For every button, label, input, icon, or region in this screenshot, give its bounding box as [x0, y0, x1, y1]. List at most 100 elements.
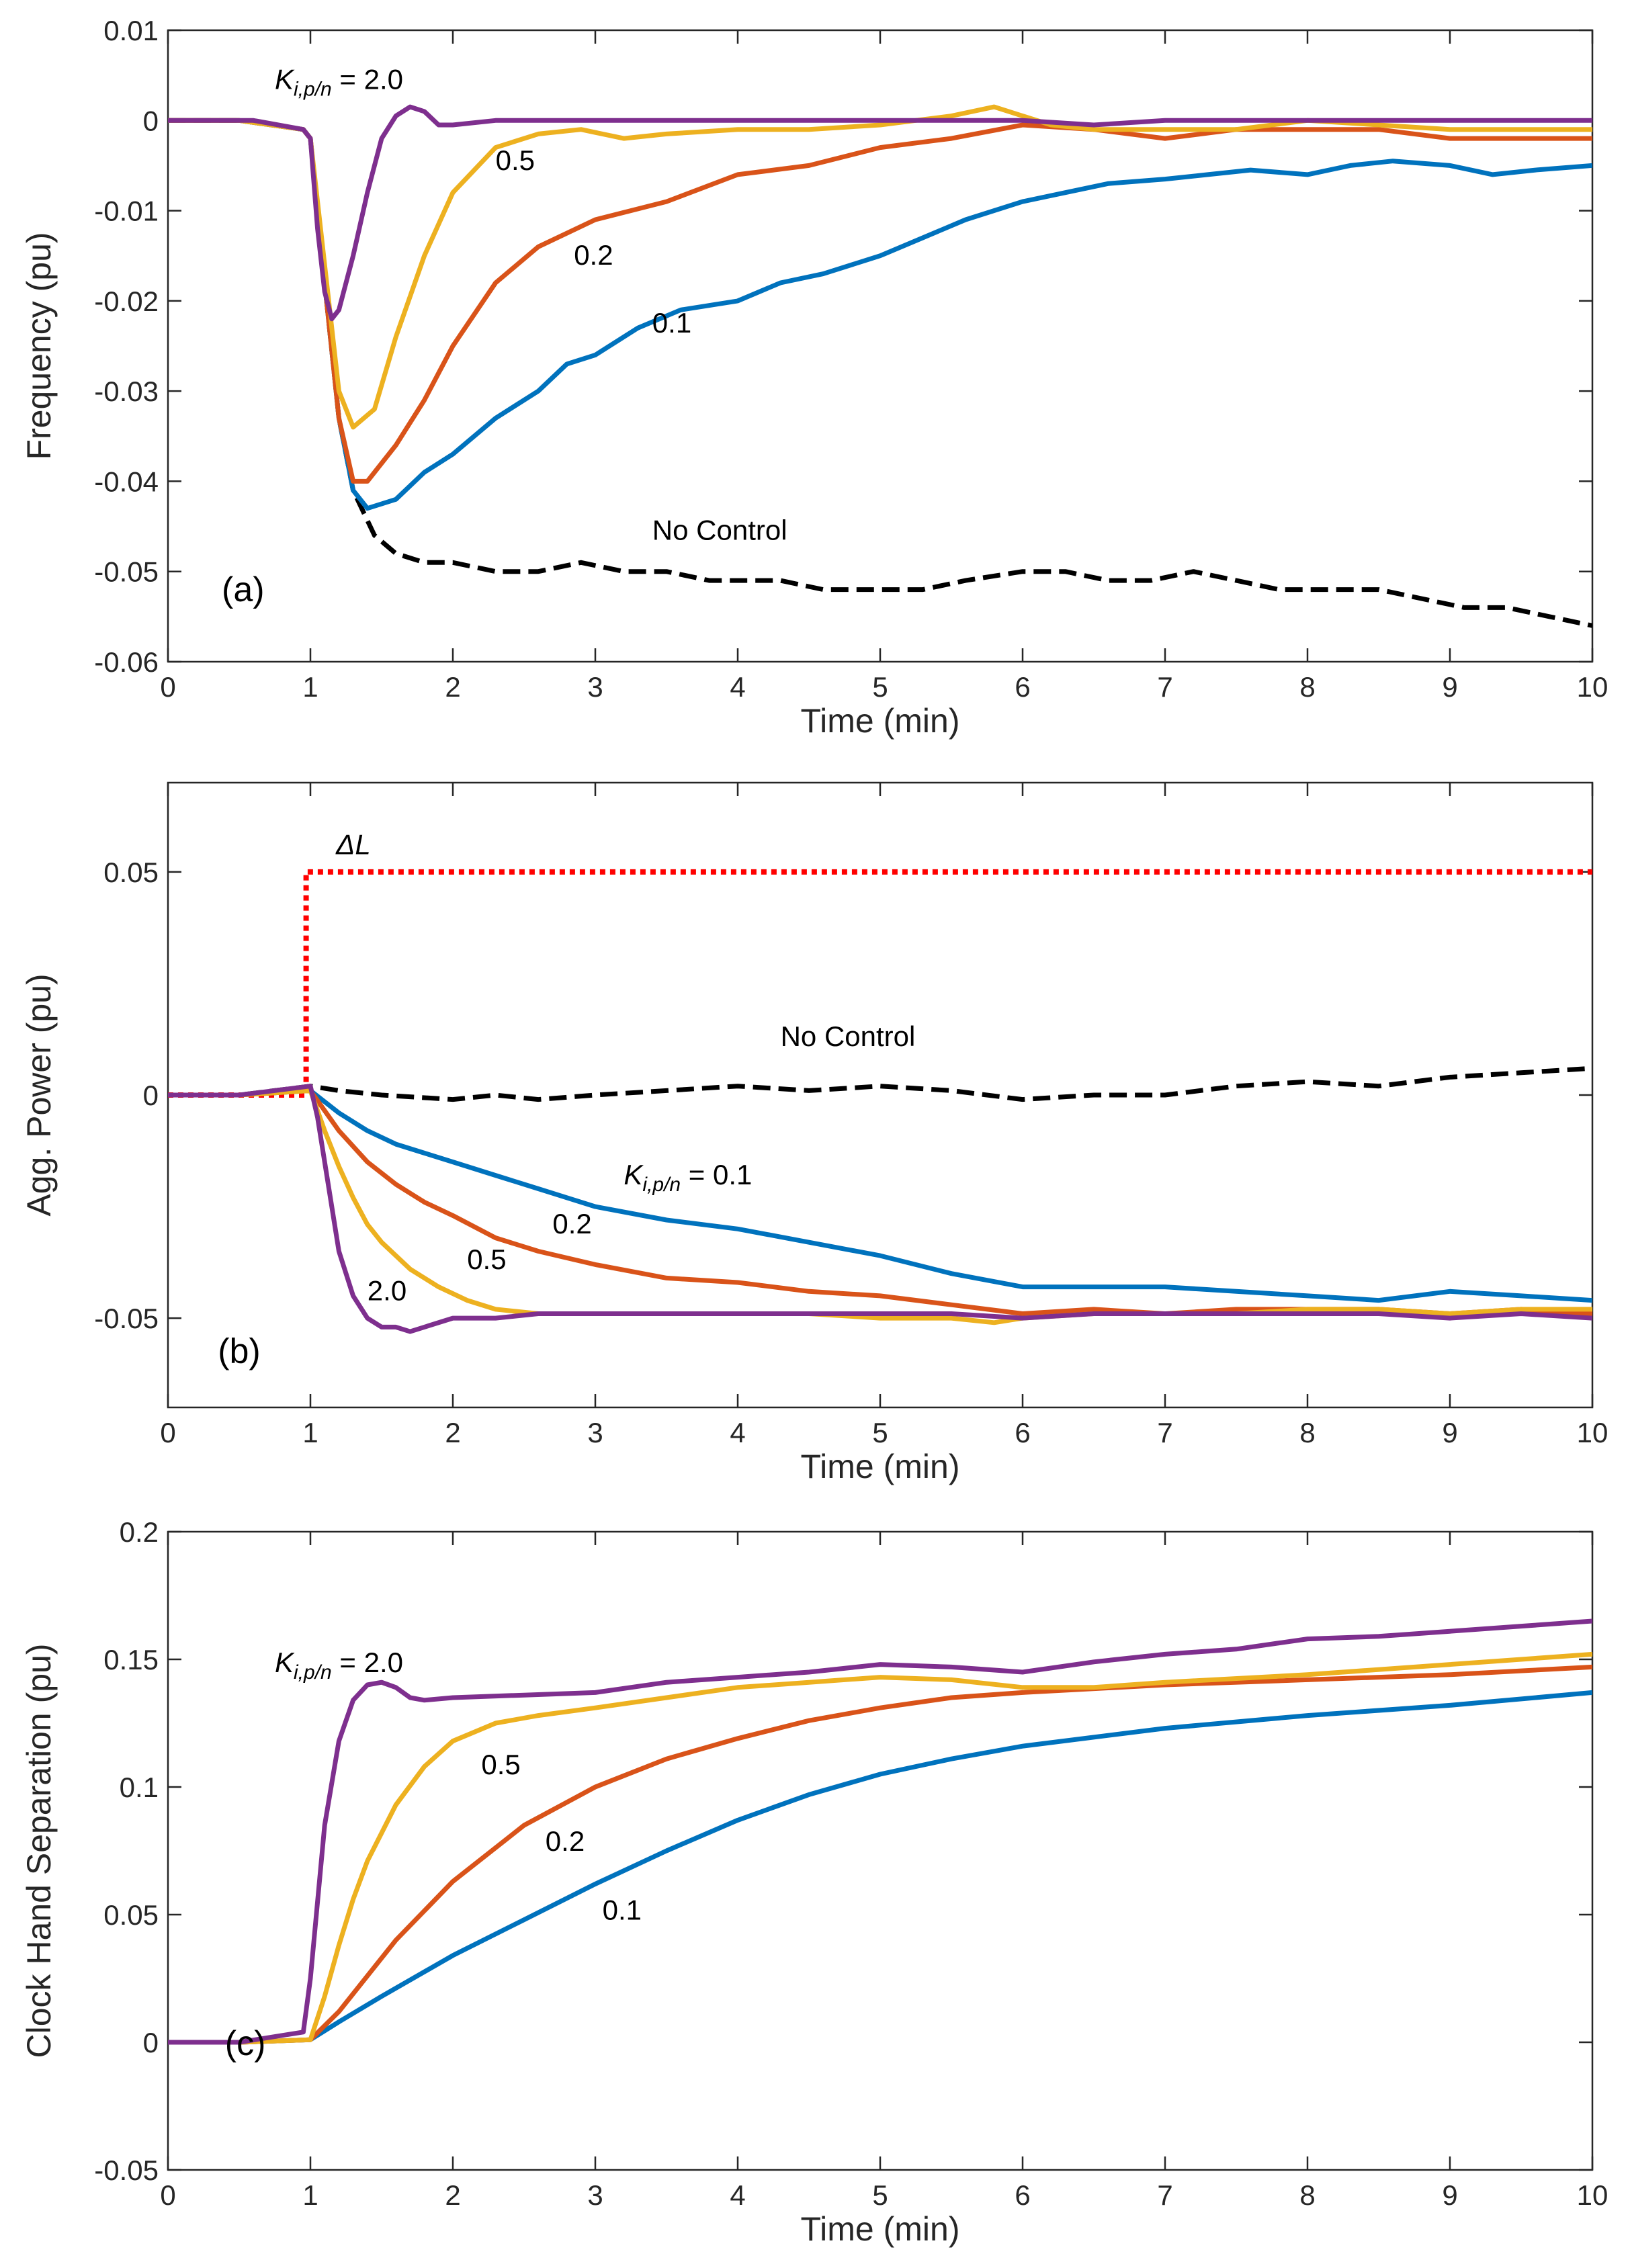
x-tick-label: 1 [302, 671, 318, 703]
y-tick-label: -0.05 [94, 1303, 159, 1334]
x-tick-label: 5 [872, 2179, 888, 2211]
x-tick-label: 4 [730, 1417, 745, 1448]
x-tick-label: 10 [1577, 1417, 1608, 1448]
x-tick-label: 6 [1015, 2179, 1030, 2211]
x-tick-label: 5 [872, 1417, 888, 1448]
x-tick-label: 7 [1157, 671, 1172, 703]
annotation-2-0: Ki,p/n = 2.0 [275, 63, 403, 100]
series-line-2-0 [168, 1618, 1592, 2045]
annotation-l: ΔL [335, 828, 371, 860]
y-axis-label: Agg. Power (pu) [20, 973, 58, 1216]
x-tick-label: 9 [1442, 671, 1457, 703]
annotation-0-1: 0.1 [652, 307, 691, 339]
x-tick-label: 2 [445, 2179, 460, 2211]
y-axis-label: Clock Hand Separation (pu) [20, 1644, 58, 2058]
x-tick-label: 0 [160, 2179, 175, 2211]
x-tick-label: 2 [445, 1417, 460, 1448]
x-tick-label: 8 [1299, 1417, 1315, 1448]
annotation-2-0: 2.0 [368, 1275, 406, 1307]
series-line-2-0 [168, 1084, 1592, 1334]
panel-b-agg-power-chart: 0 1 2 3 4 5 6 7 8 9 10 -0.05 0 0.05 Time (min) Agg. Pow… [20, 781, 1608, 1485]
annotation-value: 0.1 [713, 1159, 752, 1190]
series-line-0-2 [168, 1664, 1592, 2045]
y-tick-label: 0.05 [103, 857, 159, 888]
x-tick-label: 1 [302, 2179, 318, 2211]
x-tick-label: 4 [730, 671, 745, 703]
k-subscript: i,p/n [642, 1174, 681, 1196]
x-tick-label: 7 [1157, 2179, 1172, 2211]
annotation-0-5: 0.5 [481, 1749, 520, 1780]
equals-sign: = [332, 63, 364, 95]
series-line-2-0 [168, 104, 1592, 322]
x-tick-label: 5 [872, 671, 888, 703]
x-tick-label: 3 [587, 2179, 603, 2211]
y-tick-label: 0 [143, 1080, 159, 1111]
y-tick-label: 0.2 [120, 1516, 159, 1548]
annotation-value: 2.0 [364, 1647, 403, 1678]
y-tick-label: -0.02 [94, 286, 159, 317]
y-tick-label: 0 [143, 2027, 159, 2058]
x-tick-label: 3 [587, 1417, 603, 1448]
x-tick-label: 10 [1577, 2179, 1608, 2211]
y-axis-label: Frequency (pu) [20, 232, 58, 460]
series-line-0-5 [168, 1651, 1592, 2045]
y-tick-label: 0 [143, 105, 159, 136]
x-tick-label: 1 [302, 1417, 318, 1448]
x-axis-label: Time (min) [800, 2210, 959, 2248]
x-tick-label: 9 [1442, 1417, 1457, 1448]
y-tick-label: -0.05 [94, 556, 159, 588]
x-tick-label: 6 [1015, 1417, 1030, 1448]
y-tick-label: 0.05 [103, 1899, 159, 1931]
x-tick-label: 2 [445, 671, 460, 703]
y-tick-label: 0.01 [103, 15, 159, 46]
annotation-no-control: No Control [652, 515, 787, 546]
x-tick-label: 0 [160, 1417, 175, 1448]
x-tick-label: 3 [587, 671, 603, 703]
series-line-0-5 [168, 104, 1592, 430]
panel-a-frequency-chart: 0 1 2 3 4 5 6 7 8 9 10 -0.06 -0.05 -0.04 -0.03 -0.02 -0.… [20, 15, 1608, 740]
series-line-no-control [168, 1065, 1592, 1102]
x-tick-label: 6 [1015, 671, 1030, 703]
k-symbol: K [624, 1159, 644, 1190]
x-tick-label: 8 [1299, 2179, 1315, 2211]
annotation-0-2: 0.2 [552, 1208, 591, 1239]
series-line-0-1 [168, 1088, 1592, 1303]
x-tick-label: 9 [1442, 2179, 1457, 2211]
y-tick-label: -0.01 [94, 195, 159, 227]
series-line-0-1 [168, 1690, 1592, 2045]
k-subscript: i,p/n [294, 78, 332, 100]
y-tick-label: -0.03 [94, 376, 159, 407]
annotation-0-5: 0.5 [496, 144, 535, 176]
annotation-value: 2.0 [364, 63, 403, 95]
x-tick-label: 8 [1299, 671, 1315, 703]
y-tick-label: -0.05 [94, 2154, 159, 2186]
x-axis-label: Time (min) [800, 1448, 959, 1485]
panel-label: (a) [222, 570, 265, 609]
x-tick-label: 7 [1157, 1417, 1172, 1448]
annotation-2-0: Ki,p/n = 2.0 [275, 1647, 403, 1684]
annotation-no-control: No Control [781, 1020, 916, 1052]
y-tick-label: -0.06 [94, 646, 159, 678]
equals-sign: = [332, 1647, 364, 1678]
k-subscript: i,p/n [294, 1661, 332, 1684]
x-tick-label: 0 [160, 671, 175, 703]
equals-sign: = [681, 1159, 713, 1190]
annotation-0-1: Ki,p/n = 0.1 [624, 1159, 752, 1196]
panel-label: (c) [225, 2024, 266, 2063]
x-tick-label: 4 [730, 2179, 745, 2211]
x-tick-label: 10 [1577, 671, 1608, 703]
y-tick-label: 0.1 [120, 1772, 159, 1803]
annotation-0-2: 0.2 [546, 1825, 585, 1857]
y-tick-label: -0.04 [94, 466, 159, 497]
annotation-0-1: 0.1 [603, 1894, 642, 1926]
series-line-0-2 [168, 118, 1592, 484]
plot-area-c [167, 1530, 1594, 2171]
k-symbol: K [275, 1647, 295, 1678]
annotation-0-2: 0.2 [574, 239, 613, 271]
y-tick-label: 0.15 [103, 1644, 159, 1675]
panel-label: (b) [218, 1332, 261, 1371]
k-symbol: K [275, 63, 295, 95]
x-axis-label: Time (min) [800, 702, 959, 740]
